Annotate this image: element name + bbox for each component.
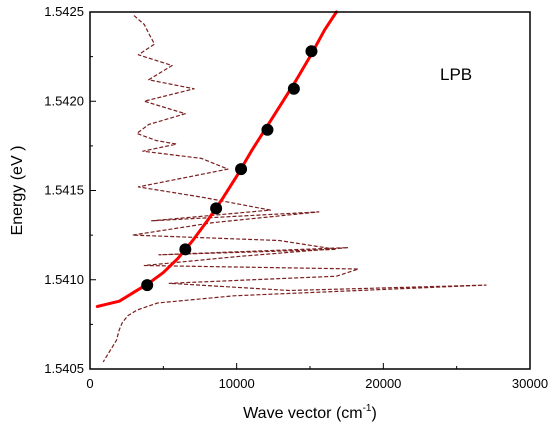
x-axis-label-end: ) (372, 405, 377, 422)
data-point (287, 82, 300, 95)
y-tick-label: 1.5415 (44, 183, 84, 198)
data-point (141, 279, 154, 292)
data-points-layer (141, 45, 318, 292)
y-tick-label: 1.5420 (44, 93, 84, 108)
lpb-annotation: LPB (440, 65, 472, 84)
x-axis-label-main: Wave vector (cm (243, 405, 362, 422)
y-tick-label: 1.5410 (44, 272, 84, 287)
spectrum-layer (102, 15, 487, 363)
x-axis-label-superscript: -1 (363, 403, 372, 414)
spectrum-line (102, 15, 487, 363)
x-tick-label: 20000 (365, 376, 401, 391)
x-tick-label: 30000 (512, 376, 548, 391)
x-axis: 0 10000 20000 30000 (86, 363, 548, 391)
data-point (261, 123, 274, 136)
data-point (210, 202, 223, 215)
y-tick-label: 1.5425 (44, 4, 84, 19)
x-tick-label: 10000 (219, 376, 255, 391)
x-axis-label: Wave vector (cm-1) (243, 403, 377, 422)
data-point (305, 45, 318, 58)
fit-curve-layer (95, 10, 338, 308)
data-point (179, 243, 192, 256)
x-tick-label: 0 (86, 376, 93, 391)
y-axis-label: Energy (eV ) (9, 146, 26, 236)
fit-curve (95, 10, 338, 308)
y-tick-label: 1.5405 (44, 361, 84, 376)
y-axis: 1.5405 1.5410 1.5415 1.5420 1.5425 (44, 4, 96, 376)
data-point (235, 163, 248, 176)
